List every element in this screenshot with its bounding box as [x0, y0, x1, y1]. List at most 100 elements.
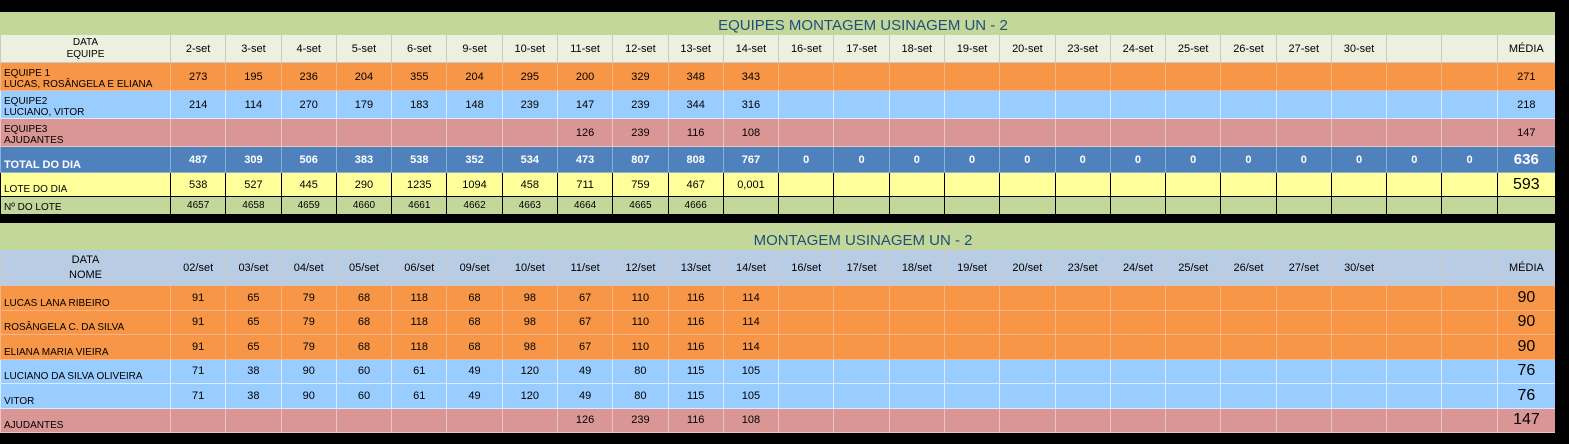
lot-number-cell[interactable]	[888, 196, 945, 215]
lote-cell[interactable]	[999, 172, 1056, 197]
date-header[interactable]: 30-set	[1330, 34, 1388, 63]
lote-cell[interactable]	[1109, 172, 1167, 197]
lote-cell[interactable]	[1275, 172, 1332, 197]
date-header[interactable]: 24-set	[1109, 34, 1167, 63]
date-header[interactable]: 11/set	[556, 249, 614, 286]
value-cell[interactable]	[1165, 309, 1222, 335]
value-cell[interactable]: 118	[391, 285, 448, 311]
lot-number-cell[interactable]: 4665	[612, 196, 669, 215]
date-header[interactable]: 2-set	[169, 34, 227, 63]
value-cell[interactable]: 68	[335, 309, 393, 335]
value-cell[interactable]	[1441, 309, 1498, 335]
lote-cell[interactable]	[1165, 172, 1222, 197]
total-cell[interactable]: 0	[1109, 146, 1167, 173]
value-cell[interactable]	[778, 90, 835, 119]
value-cell[interactable]: 68	[446, 285, 503, 311]
value-cell[interactable]	[833, 118, 890, 147]
value-cell[interactable]	[1109, 90, 1167, 119]
value-cell[interactable]	[888, 118, 945, 147]
value-cell[interactable]	[1220, 118, 1277, 147]
date-header[interactable]: 5-set	[335, 34, 393, 63]
value-cell[interactable]: 67	[556, 334, 614, 360]
value-cell[interactable]	[1330, 62, 1388, 91]
value-cell[interactable]	[778, 118, 835, 147]
date-header[interactable]: 9-set	[446, 34, 503, 63]
value-cell[interactable]: 108	[722, 118, 780, 147]
date-header[interactable]: 3-set	[225, 34, 282, 63]
value-cell[interactable]	[1386, 62, 1443, 91]
date-header[interactable]: 27/set	[1275, 249, 1332, 286]
value-cell[interactable]: 105	[722, 358, 780, 384]
date-header[interactable]: 14-set	[722, 34, 780, 63]
value-cell[interactable]: 65	[225, 309, 282, 335]
lot-number-cell[interactable]	[1330, 196, 1388, 215]
value-cell[interactable]	[943, 118, 1001, 147]
value-cell[interactable]: 115	[667, 383, 724, 409]
value-cell[interactable]	[1109, 309, 1167, 335]
value-cell[interactable]	[1054, 383, 1111, 409]
value-cell[interactable]	[225, 407, 282, 433]
value-cell[interactable]: 239	[612, 90, 669, 119]
value-cell[interactable]	[225, 118, 282, 147]
total-cell[interactable]: 383	[335, 146, 393, 173]
date-header[interactable]: 19-set	[943, 34, 1001, 63]
value-cell[interactable]	[999, 358, 1056, 384]
value-cell[interactable]: 49	[446, 383, 503, 409]
date-header[interactable]: 10-set	[501, 34, 558, 63]
date-header[interactable]: 18-set	[888, 34, 945, 63]
value-cell[interactable]	[1109, 358, 1167, 384]
value-cell[interactable]: 65	[225, 334, 282, 360]
total-cell[interactable]: 0	[999, 146, 1056, 173]
value-cell[interactable]: 91	[169, 334, 227, 360]
total-avg[interactable]: 636	[1496, 146, 1556, 173]
lote-cell[interactable]: 1235	[391, 172, 448, 197]
value-cell[interactable]	[1330, 90, 1388, 119]
total-cell[interactable]: 0	[1386, 146, 1443, 173]
value-cell[interactable]	[888, 62, 945, 91]
date-header[interactable]: 16-set	[778, 34, 835, 63]
value-cell[interactable]: 71	[169, 358, 227, 384]
value-cell[interactable]	[999, 334, 1056, 360]
value-cell[interactable]: 49	[556, 383, 614, 409]
value-cell[interactable]	[833, 62, 890, 91]
date-header[interactable]: 19/set	[943, 249, 1001, 286]
value-cell[interactable]	[999, 285, 1056, 311]
value-cell[interactable]	[1054, 407, 1111, 433]
value-cell[interactable]	[1275, 118, 1332, 147]
lot-number-cell[interactable]	[833, 196, 890, 215]
value-cell[interactable]	[833, 358, 890, 384]
lot-number-cell[interactable]	[1220, 196, 1277, 215]
lot-number-cell[interactable]	[1386, 196, 1443, 215]
value-cell[interactable]	[1109, 285, 1167, 311]
avg-cell[interactable]: 218	[1496, 90, 1556, 119]
value-cell[interactable]	[391, 118, 448, 147]
value-cell[interactable]	[1275, 407, 1332, 433]
value-cell[interactable]: 114	[225, 90, 282, 119]
value-cell[interactable]: 60	[335, 383, 393, 409]
value-cell[interactable]: 126	[556, 118, 614, 147]
value-cell[interactable]	[833, 285, 890, 311]
date-header[interactable]: 27-set	[1275, 34, 1332, 63]
date-header[interactable]: 11-set	[556, 34, 614, 63]
date-header[interactable]: 6-set	[391, 34, 448, 63]
value-cell[interactable]	[1386, 334, 1443, 360]
value-cell[interactable]	[1330, 358, 1388, 384]
value-cell[interactable]: 38	[225, 358, 282, 384]
date-header[interactable]: 30/set	[1330, 249, 1388, 286]
value-cell[interactable]	[999, 407, 1056, 433]
value-cell[interactable]	[1441, 383, 1498, 409]
value-cell[interactable]: 118	[391, 309, 448, 335]
avg-cell[interactable]: 76	[1496, 383, 1557, 409]
value-cell[interactable]: 126	[556, 407, 614, 433]
date-header[interactable]: 26/set	[1220, 249, 1277, 286]
value-cell[interactable]	[335, 118, 393, 147]
lot-number-cell[interactable]	[722, 196, 780, 215]
value-cell[interactable]	[1275, 334, 1332, 360]
date-header[interactable]: 06/set	[391, 249, 448, 286]
date-header[interactable]: 23/set	[1054, 249, 1111, 286]
value-cell[interactable]: 120	[501, 358, 558, 384]
date-header[interactable]	[1441, 34, 1498, 63]
value-cell[interactable]	[888, 383, 945, 409]
value-cell[interactable]: 79	[280, 309, 337, 335]
value-cell[interactable]: 79	[280, 285, 337, 311]
